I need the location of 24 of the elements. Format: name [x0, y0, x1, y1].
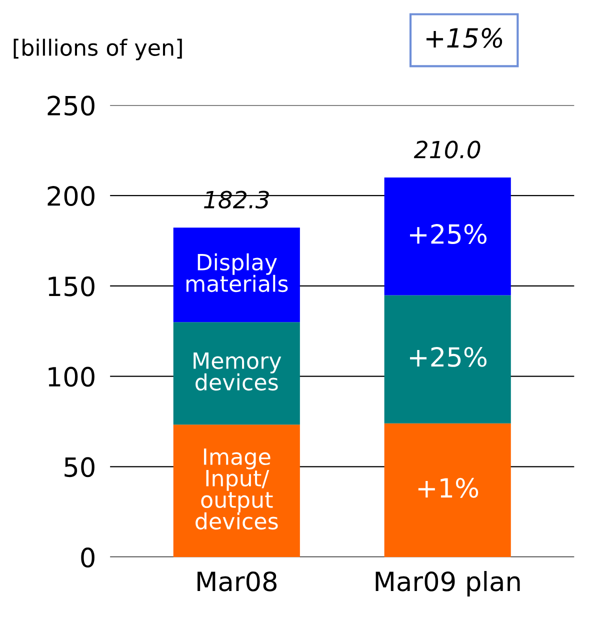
total-label: 210.0	[414, 140, 480, 158]
series-label: Memory devices	[194, 352, 282, 391]
bar	[173, 424, 300, 558]
bar	[173, 228, 300, 322]
bar	[384, 423, 511, 558]
y-tick-label: 50	[64, 457, 94, 478]
y-tick-label: 100	[48, 366, 94, 387]
series-label: Display materials	[186, 253, 288, 292]
series-label: Image Input/ output devices	[196, 448, 278, 530]
y-tick-label: 200	[48, 186, 94, 206]
y-axis-title: [billions of yen]	[14, 38, 182, 60]
annotation: +25%	[410, 346, 487, 367]
y-tick-label: 150	[48, 276, 94, 296]
bar	[384, 295, 511, 424]
text: +15%	[426, 28, 502, 48]
y-tick-label: 0	[81, 548, 94, 568]
x-tick-label: Mar09 plan	[376, 570, 520, 597]
annotation: +1%	[418, 478, 478, 498]
y-tick-label: 250	[48, 96, 94, 116]
bar	[384, 178, 511, 296]
x-tick-label: Mar08	[198, 571, 277, 592]
annotation: +25%	[410, 224, 487, 244]
total-label: 182.3	[204, 190, 269, 209]
bar	[173, 322, 300, 425]
